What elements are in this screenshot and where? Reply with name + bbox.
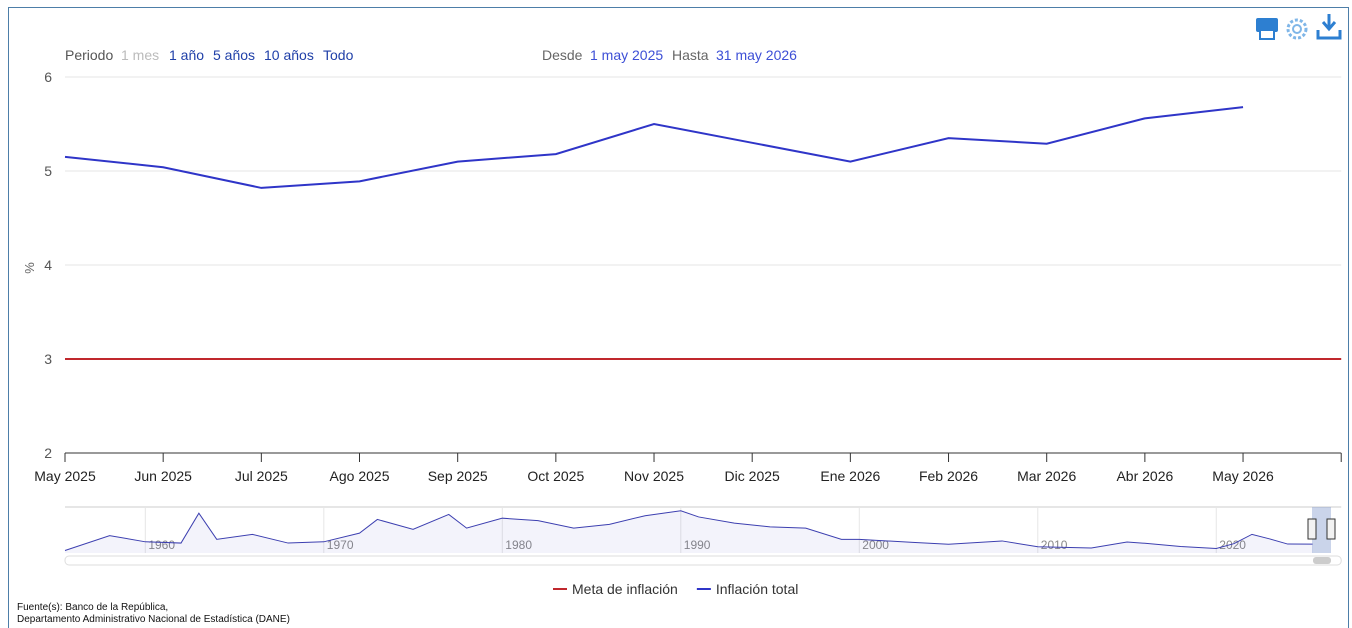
- toolbar-icons[interactable]: [1256, 14, 1342, 40]
- navigator-tick-label: 2000: [862, 538, 889, 552]
- frame: [8, 7, 1349, 628]
- x-tick-label: Mar 2026: [1017, 468, 1076, 484]
- navigator-tick-label: 2020: [1219, 538, 1246, 552]
- y-tick-label: 2: [44, 445, 52, 461]
- print-icon[interactable]: [1256, 18, 1278, 32]
- x-tick-label: May 2026: [1212, 468, 1274, 484]
- x-tick-label: Oct 2025: [527, 468, 584, 484]
- to-label: Hasta: [672, 47, 709, 63]
- y-axis-label: %: [22, 262, 37, 274]
- y-tick-label: 6: [44, 69, 52, 85]
- navigator-handle[interactable]: [1326, 518, 1336, 540]
- navigator-tick-label: 1990: [684, 538, 711, 552]
- x-tick-label: May 2025: [34, 468, 96, 484]
- legend-label[interactable]: Meta de inflación: [572, 581, 678, 597]
- x-tick-label: Sep 2025: [428, 468, 488, 484]
- range-button: 1 mes: [121, 47, 159, 63]
- y-tick-label: 5: [44, 163, 52, 179]
- navigator-area: [65, 510, 1313, 553]
- navigator-tick-label: 2010: [1041, 538, 1068, 552]
- y-tick-label: 4: [44, 257, 52, 273]
- navigator-selection: [1312, 507, 1331, 553]
- x-tick-label: Feb 2026: [919, 468, 978, 484]
- x-tick-label: Nov 2025: [624, 468, 684, 484]
- navigator-tick-label: 1970: [327, 538, 354, 552]
- x-tick-label: Ago 2025: [330, 468, 390, 484]
- source-line: Fuente(s): Banco de la República,: [17, 602, 168, 613]
- navigator-tick-label: 1960: [148, 538, 175, 552]
- x-tick-label: Ene 2026: [820, 468, 880, 484]
- from-date[interactable]: 1 may 2025: [590, 47, 663, 63]
- y-tick-label: 3: [44, 351, 52, 367]
- x-tick-label: Jun 2025: [134, 468, 192, 484]
- range-button[interactable]: 5 años: [213, 47, 255, 63]
- settings-hub: [1292, 24, 1302, 34]
- settings-icon[interactable]: [1286, 18, 1308, 40]
- x-tick-label: Jul 2025: [235, 468, 288, 484]
- series-line: [64, 106, 1244, 189]
- to-date[interactable]: 31 may 2026: [716, 47, 797, 63]
- navigator-tick-label: 1980: [505, 538, 532, 552]
- navigator-handle[interactable]: [1307, 518, 1317, 540]
- range-button[interactable]: Todo: [323, 47, 354, 63]
- navigator-line: [64, 510, 1313, 551]
- period-label: Periodo: [65, 47, 113, 63]
- scrollbar-track: [64, 555, 1342, 566]
- source-line: Departamento Administrativo Nacional de …: [17, 614, 290, 625]
- scrollbar-thumb[interactable]: [1313, 557, 1331, 564]
- download-icon[interactable]: [1316, 14, 1342, 40]
- from-label: Desde: [542, 47, 583, 63]
- legend-label[interactable]: Inflación total: [716, 581, 799, 597]
- x-tick-label: Abr 2026: [1116, 468, 1173, 484]
- range-button[interactable]: 1 año: [169, 47, 204, 63]
- x-tick-label: Dic 2025: [725, 468, 780, 484]
- range-button[interactable]: 10 años: [264, 47, 314, 63]
- print-paper: [1259, 29, 1275, 40]
